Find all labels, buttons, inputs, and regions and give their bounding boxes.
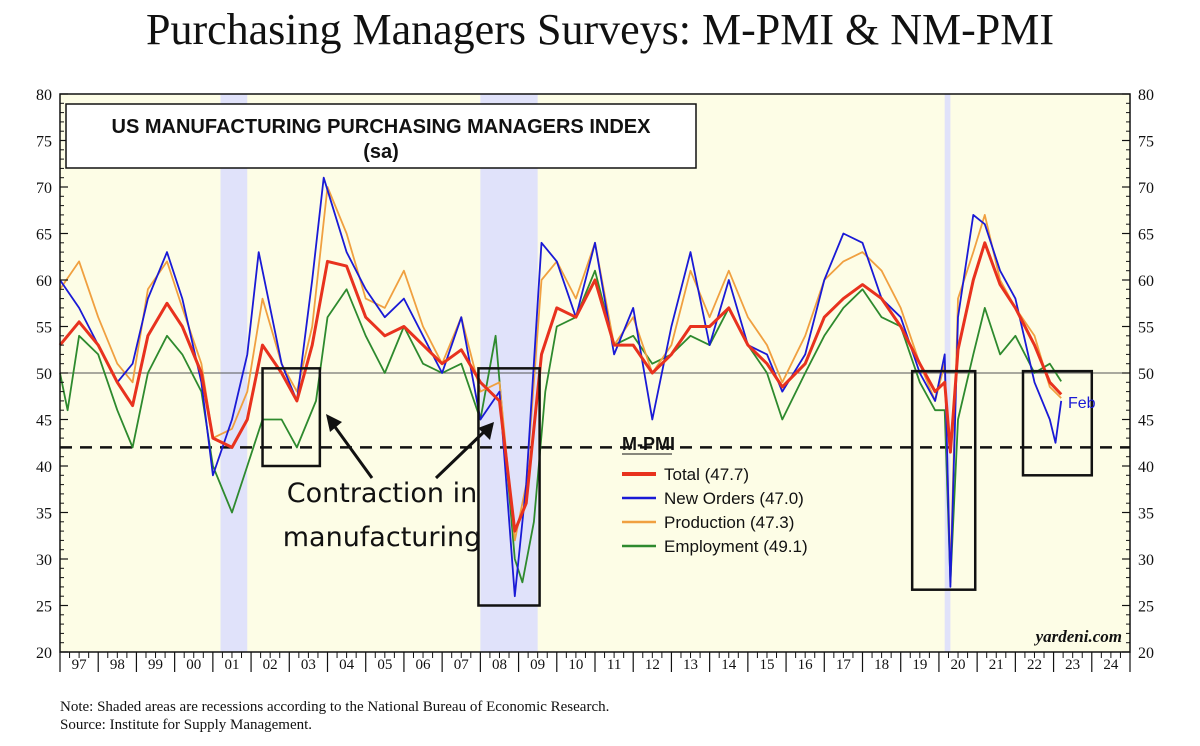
annotation-line-1: Contraction in [287, 478, 477, 509]
legend-label-employment: Employment (49.1) [664, 537, 808, 556]
chart-subtitle: (sa) [363, 141, 399, 163]
x-tick-label: 15 [759, 657, 774, 673]
chart-title-box: US MANUFACTURING PURCHASING MANAGERS IND… [65, 103, 697, 169]
annotation-arrow-right [434, 422, 494, 480]
legend-label-new-orders: New Orders (47.0) [664, 489, 804, 508]
y-tick-label-left: 55 [36, 320, 52, 337]
y-tick-label-left: 70 [36, 180, 52, 197]
x-tick-label: 98 [110, 657, 125, 673]
y-tick-label-right: 30 [1138, 552, 1154, 569]
y-tick-label-left: 20 [36, 645, 52, 662]
y-tick-label-right: 40 [1138, 459, 1154, 476]
y-tick-label-left: 65 [36, 227, 52, 244]
y-tick-label-right: 80 [1138, 87, 1154, 104]
x-tick-label: 05 [377, 657, 392, 673]
source-text: Source: Institute for Supply Management. [60, 717, 313, 733]
y-tick-label-right: 35 [1138, 506, 1154, 523]
y-tick-label-right: 25 [1138, 599, 1154, 616]
contraction-box-2 [910, 369, 977, 591]
x-tick-label: 13 [683, 657, 698, 673]
x-tick-label: 99 [148, 657, 163, 673]
legend: M-PMI Total (47.7) New Orders (47.0) Produ… [622, 434, 808, 556]
x-tick-label: 17 [836, 657, 852, 673]
y-tick-label-right: 20 [1138, 645, 1154, 662]
y-tick-label-left: 60 [36, 273, 52, 290]
x-tick-label: 00 [186, 657, 201, 673]
x-tick-label: 04 [339, 657, 355, 673]
y-tick-label-right: 60 [1138, 273, 1154, 290]
y-tick-label-right: 65 [1138, 227, 1154, 244]
y-tick-label-left: 45 [36, 413, 52, 430]
x-tick-label: 11 [607, 657, 621, 673]
x-tick-label: 19 [912, 657, 927, 673]
annotation-line-2: manufacturing [283, 522, 482, 553]
x-tick-label: 12 [645, 657, 660, 673]
contraction-annotation: Contraction in manufacturing [283, 414, 494, 553]
x-tick-label: 06 [416, 657, 432, 673]
y-tick-label-right: 70 [1138, 180, 1154, 197]
y-tick-label-right: 55 [1138, 320, 1154, 337]
x-tick-label: 22 [1027, 657, 1042, 673]
series-line-total [58, 241, 1063, 533]
x-tick-label: 21 [989, 657, 1004, 673]
chart-title: US MANUFACTURING PURCHASING MANAGERS IND… [112, 116, 652, 138]
feb-label: Feb [1068, 395, 1096, 412]
x-tick-label: 03 [301, 657, 316, 673]
axes: 20 20 25 25 30 30 35 35 40 40 45 45 50 50 55 55 60 60 65 65… [36, 87, 1154, 673]
x-tick-label: 01 [224, 657, 239, 673]
x-tick-label: 07 [454, 657, 470, 673]
y-tick-label-left: 75 [36, 134, 52, 151]
x-tick-label: 14 [721, 657, 737, 673]
series-lines [58, 176, 1063, 598]
y-tick-label-left: 35 [36, 506, 52, 523]
y-tick-label-left: 80 [36, 87, 52, 104]
legend-label-production: Production (47.3) [664, 513, 794, 532]
pmi-chart: 20 20 25 25 30 30 35 35 40 40 45 45 50 50 55 55 60 60 65 65… [36, 87, 1154, 673]
x-tick-label: 09 [530, 657, 545, 673]
x-tick-label: 16 [798, 657, 814, 673]
x-tick-label: 24 [1103, 657, 1119, 673]
y-tick-label-right: 45 [1138, 413, 1154, 430]
page-title: Purchasing Managers Surveys: M-PMI & NM-… [145, 5, 1055, 54]
y-tick-label-right: 50 [1138, 366, 1154, 383]
x-tick-label: 20 [951, 657, 966, 673]
series-line-employment [59, 269, 1062, 584]
legend-title: M-PMI [622, 434, 675, 454]
y-tick-label-left: 50 [36, 366, 52, 383]
y-tick-label-left: 40 [36, 459, 52, 476]
x-tick-label: 23 [1065, 657, 1080, 673]
annotation-arrow-left [326, 414, 374, 479]
y-tick-label-left: 25 [36, 599, 52, 616]
note-text: Note: Shaded areas are recessions accord… [60, 699, 610, 715]
contraction-boxes [261, 367, 1094, 607]
x-tick-label: 97 [72, 657, 88, 673]
x-tick-label: 10 [568, 657, 583, 673]
x-tick-label: 18 [874, 657, 889, 673]
contraction-box-1 [477, 367, 541, 607]
y-tick-label-left: 30 [36, 552, 52, 569]
x-tick-label: 02 [263, 657, 278, 673]
contraction-box-3 [1021, 369, 1094, 477]
legend-label-total: Total (47.7) [664, 465, 749, 484]
y-tick-label-right: 75 [1138, 134, 1154, 151]
watermark: yardeni.com [1034, 627, 1122, 646]
contraction-box-0 [261, 367, 322, 468]
x-tick-label: 08 [492, 657, 507, 673]
